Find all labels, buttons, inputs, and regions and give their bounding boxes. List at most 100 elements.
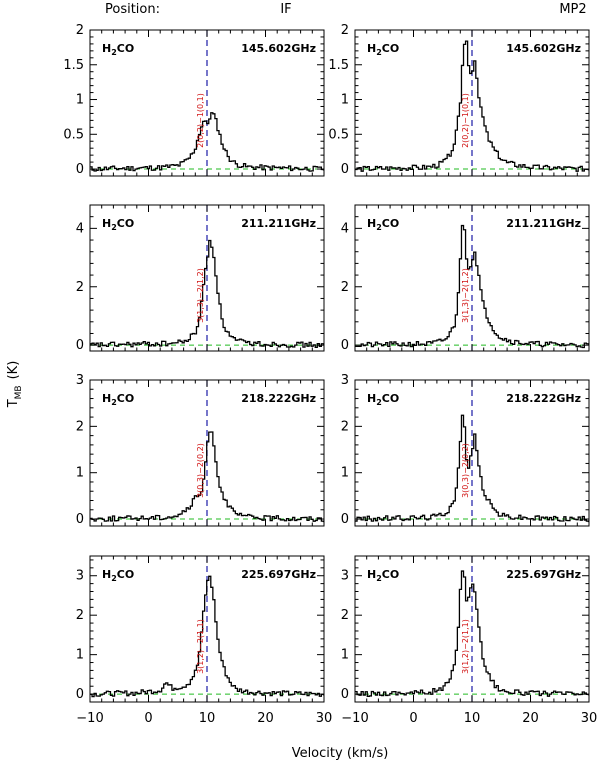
y-tick-label: 3: [341, 373, 349, 388]
frequency-label: 145.602GHz: [506, 42, 581, 55]
y-tick-label: 0.5: [328, 127, 349, 142]
y-axis-label: TMB (K): [6, 361, 24, 409]
spectrum-trace: [90, 112, 325, 172]
species-subscript: 2: [376, 48, 382, 57]
species-subscript: 2: [376, 223, 382, 232]
species-main: H: [367, 217, 376, 230]
spectrum-trace: [355, 414, 590, 523]
y-tick-label: 2: [341, 23, 349, 38]
y-tick-label: 2: [341, 280, 349, 295]
y-axis-label-main: T: [6, 399, 21, 408]
frequency-label: 225.697GHz: [506, 568, 581, 581]
species-main: H: [367, 568, 376, 581]
species-label: H2CO: [367, 568, 399, 583]
y-tick-label: 0: [76, 512, 84, 527]
y-tick-label: 1.5: [63, 58, 84, 73]
species-rest: CO: [382, 392, 399, 405]
species-label: H2CO: [102, 392, 134, 407]
species-label: H2CO: [102, 42, 134, 57]
transition-label: 3(1,3)−2(1,2): [196, 268, 205, 323]
y-tick-label: 2: [76, 608, 84, 623]
species-label: H2CO: [367, 217, 399, 232]
x-tick-label: −10: [341, 711, 368, 726]
species-label: H2CO: [367, 392, 399, 407]
species-subscript: 2: [111, 223, 117, 232]
spectrum-trace: [90, 239, 325, 348]
y-tick-label: 0: [76, 162, 84, 177]
y-axis-label-unit: (K): [6, 361, 21, 380]
x-tick-label: 30: [316, 711, 333, 726]
y-tick-label: 1.5: [328, 58, 349, 73]
species-main: H: [367, 392, 376, 405]
species-rest: CO: [382, 217, 399, 230]
position-label: Position:: [105, 2, 160, 17]
y-tick-label: 0.5: [63, 127, 84, 142]
spectrum-trace: [355, 224, 590, 349]
species-rest: CO: [382, 42, 399, 55]
y-tick-label: 1: [341, 93, 349, 108]
x-tick-label: −10: [76, 711, 103, 726]
y-tick-label: 1: [341, 648, 349, 663]
y-tick-label: 1: [341, 466, 349, 481]
transition-label: 3(0,3)−2(0,2): [196, 443, 205, 498]
species-subscript: 2: [111, 574, 117, 583]
position-mp2-label: MP2: [559, 2, 586, 17]
x-axis-label: Velocity (km/s): [292, 746, 389, 761]
species-subscript: 2: [111, 398, 117, 407]
transition-label: 2(0,2)−1(0,1): [461, 93, 470, 148]
x-tick-label: 0: [409, 711, 417, 726]
y-tick-label: 2: [76, 280, 84, 295]
x-tick-label: 20: [522, 711, 539, 726]
transition-label: 3(0,3)−2(0,2): [461, 443, 470, 498]
y-tick-label: 0: [341, 162, 349, 177]
frequency-label: 211.211GHz: [241, 217, 316, 230]
y-tick-label: 4: [76, 221, 84, 236]
y-axis-label-sub: MB: [14, 385, 24, 399]
y-tick-label: 3: [76, 373, 84, 388]
spectrum-trace: [355, 40, 590, 172]
x-tick-label: 30: [581, 711, 598, 726]
spectrum-trace: [355, 570, 590, 697]
y-tick-label: 0: [76, 338, 84, 353]
frequency-label: 218.222GHz: [241, 392, 316, 405]
species-label: H2CO: [102, 568, 134, 583]
position-if-label: IF: [280, 2, 291, 17]
species-main: H: [102, 217, 111, 230]
y-tick-label: 4: [341, 221, 349, 236]
transition-label: 3(1,2)−2(1,1): [196, 619, 205, 674]
x-tick-label: 20: [257, 711, 274, 726]
species-rest: CO: [382, 568, 399, 581]
species-rest: CO: [117, 217, 134, 230]
y-tick-label: 0: [341, 512, 349, 527]
species-subscript: 2: [111, 48, 117, 57]
y-tick-label: 2: [76, 23, 84, 38]
species-rest: CO: [117, 392, 134, 405]
transition-label: 2(0,2)−1(0,1): [196, 93, 205, 148]
transition-label: 3(1,3)−2(1,2): [461, 268, 470, 323]
y-tick-label: 2: [76, 419, 84, 434]
y-tick-label: 2: [341, 419, 349, 434]
y-tick-label: 1: [76, 648, 84, 663]
species-main: H: [102, 568, 111, 581]
x-tick-label: 10: [464, 711, 481, 726]
spectrum-trace: [90, 431, 325, 523]
y-tick-label: 0: [76, 687, 84, 702]
x-tick-label: 10: [199, 711, 216, 726]
species-subscript: 2: [376, 574, 382, 583]
y-tick-label: 1: [76, 466, 84, 481]
species-label: H2CO: [102, 217, 134, 232]
frequency-label: 225.697GHz: [241, 568, 316, 581]
species-rest: CO: [117, 42, 134, 55]
species-main: H: [102, 392, 111, 405]
species-subscript: 2: [376, 398, 382, 407]
frequency-label: 211.211GHz: [506, 217, 581, 230]
